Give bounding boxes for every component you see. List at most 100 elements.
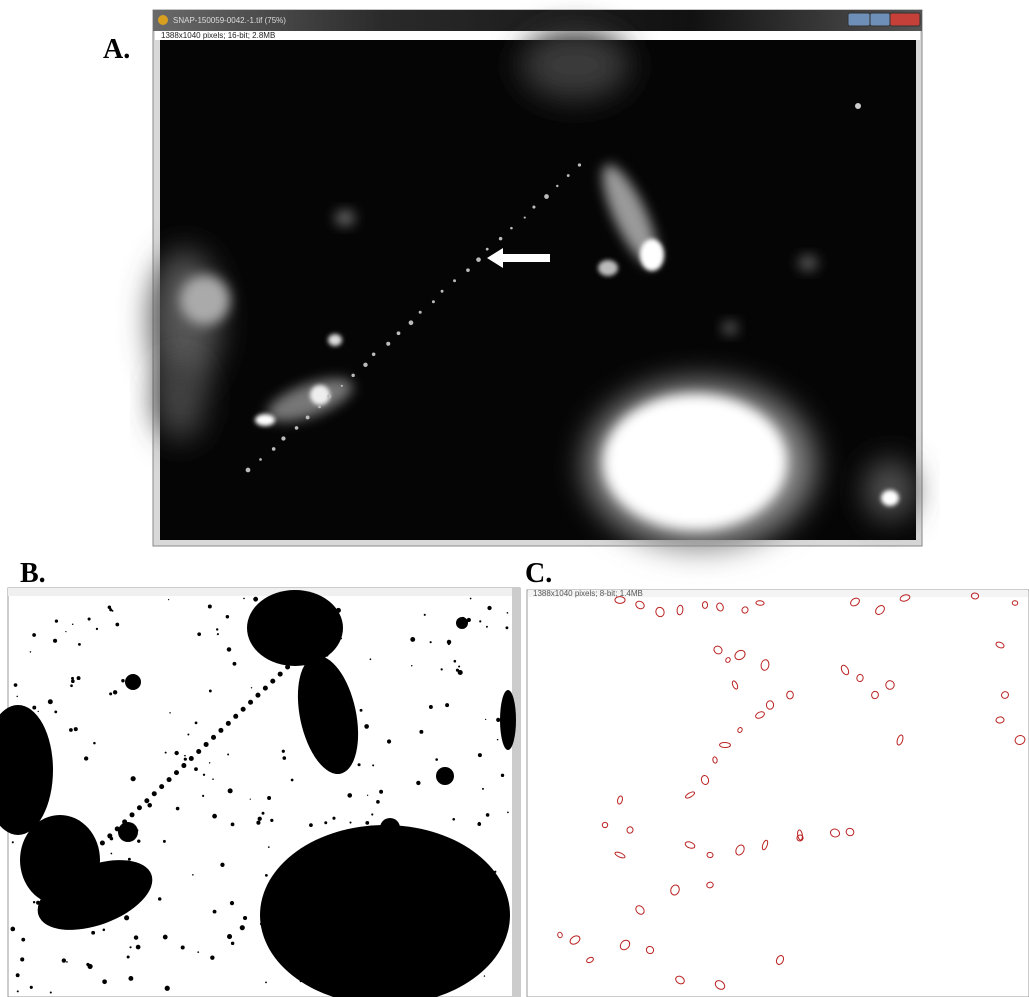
speckle [103, 929, 106, 932]
speckle [136, 829, 139, 832]
speckle [38, 711, 39, 712]
varicosity [432, 300, 435, 303]
speckle [50, 991, 52, 993]
speckle [226, 721, 231, 726]
varicosity [259, 458, 262, 461]
speckle [292, 866, 294, 868]
varicosity [476, 257, 481, 262]
speckle [470, 904, 474, 908]
speckle [387, 739, 391, 743]
speckle [112, 883, 114, 885]
speckle [152, 791, 157, 796]
speckle [441, 909, 445, 913]
speckle [282, 936, 287, 941]
speckle [429, 705, 433, 709]
speckle [458, 665, 460, 667]
app-icon [158, 15, 168, 25]
speckle [397, 874, 401, 878]
speckle [197, 951, 199, 953]
speckle [337, 694, 339, 696]
speckle [243, 598, 245, 600]
speckle [218, 728, 223, 733]
speckle [278, 672, 283, 677]
close-button[interactable] [890, 13, 920, 26]
speckle [330, 647, 331, 648]
speckle [113, 690, 117, 694]
speckle [21, 938, 25, 942]
scroll-bar[interactable] [512, 588, 520, 997]
speckle [343, 685, 345, 687]
speckle [361, 984, 366, 989]
speckle [320, 951, 325, 956]
speckle [14, 683, 18, 687]
speckle [70, 684, 73, 687]
speckle [110, 853, 112, 855]
speckle [84, 756, 88, 760]
speckle [33, 901, 35, 903]
speckle [424, 614, 426, 616]
speckle [227, 753, 229, 755]
varicosity [306, 415, 310, 419]
varicosity [272, 447, 276, 451]
minimize-button[interactable] [848, 13, 870, 26]
speckle [91, 931, 95, 935]
speckle [93, 742, 96, 745]
speckle [454, 660, 457, 663]
window-title: SNAP-150059-0042.-1.tif (75%) [173, 16, 286, 25]
speckle [367, 893, 371, 897]
speckle [168, 599, 169, 600]
speckle [456, 669, 459, 672]
speckle [351, 865, 355, 869]
speckle [71, 677, 74, 680]
maximize-button[interactable] [870, 13, 890, 26]
speckle [134, 935, 138, 939]
speckle [263, 686, 268, 691]
speckle [324, 919, 326, 921]
speckle [358, 763, 361, 766]
speckle [354, 951, 355, 952]
speckle [209, 690, 212, 693]
speckle [482, 788, 484, 790]
speckle [66, 961, 68, 963]
speckle [130, 812, 135, 817]
speckle [449, 937, 454, 942]
speckle [501, 774, 504, 777]
speckle [260, 922, 263, 925]
speckle [67, 840, 71, 844]
speckle [174, 751, 178, 755]
speckle [251, 687, 252, 688]
varicosity [341, 385, 343, 387]
speckle [332, 817, 335, 820]
speckle [30, 651, 32, 653]
speckle [265, 874, 268, 877]
speckle [258, 817, 262, 821]
varicosity [295, 426, 299, 430]
speckle [36, 901, 40, 905]
figure: A. SNAP-150059-0042.-1.tif (75%) 1388x10… [0, 0, 1029, 997]
speckle [282, 750, 285, 753]
speckle [184, 755, 186, 757]
varicosity [499, 237, 503, 241]
speckle [325, 941, 330, 946]
speckle [370, 658, 372, 660]
speckle [440, 848, 444, 852]
speckle [463, 898, 465, 900]
varicosity [351, 374, 354, 377]
speckle [320, 887, 325, 892]
varicosity [363, 363, 367, 367]
speckle [17, 754, 20, 757]
speckle [204, 742, 209, 747]
speckle [479, 620, 481, 622]
speckle [289, 659, 292, 662]
speckle [356, 840, 357, 841]
speckle [71, 679, 75, 683]
varicosity [556, 185, 558, 187]
speckle [203, 774, 205, 776]
speckle [507, 612, 509, 614]
speckle [316, 685, 320, 689]
speckle [283, 756, 287, 760]
speckle [461, 617, 465, 621]
speckle [483, 874, 485, 876]
speckle [137, 805, 142, 810]
varicosity [372, 353, 376, 357]
